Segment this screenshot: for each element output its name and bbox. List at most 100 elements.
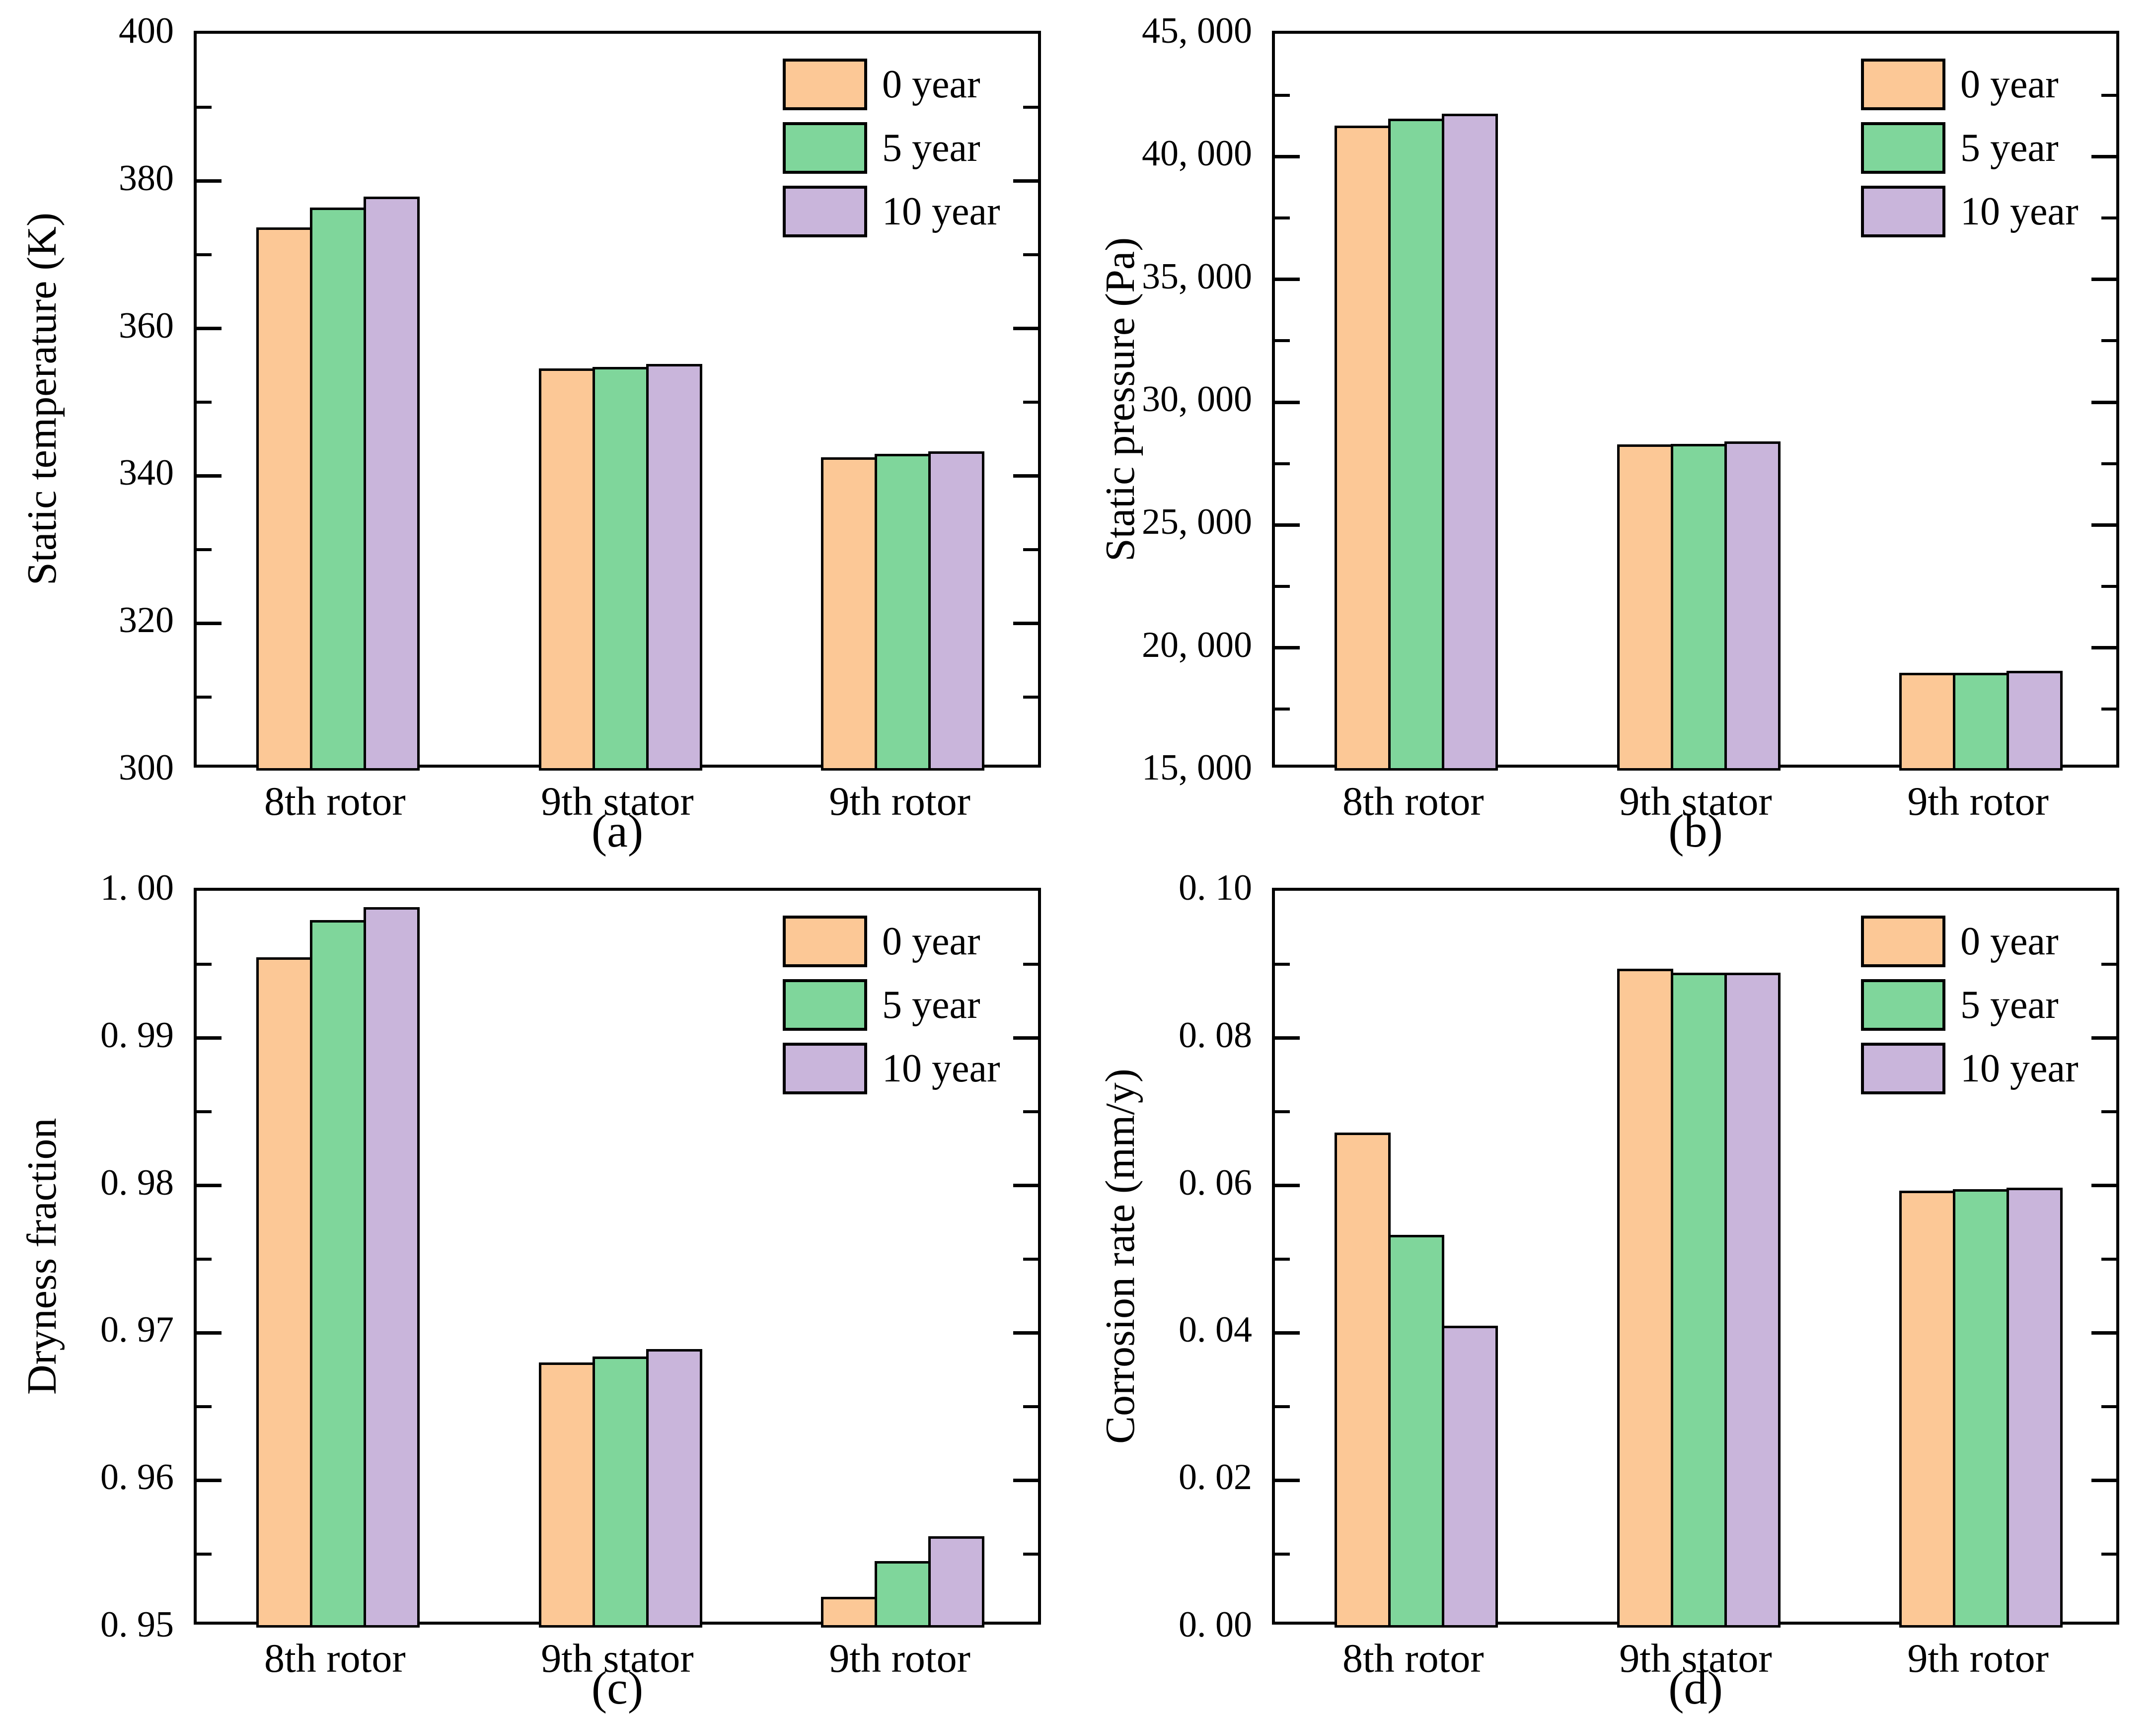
legend-item: 5 year (783, 979, 1000, 1031)
bar (646, 364, 702, 771)
legend-item: 0 year (783, 916, 1000, 967)
tick-mark (1013, 327, 1038, 331)
legend-swatch (783, 186, 867, 237)
legend-swatch (1861, 59, 1945, 110)
bar (1953, 673, 2009, 771)
y-tick-label: 0. 00 (1179, 1604, 1252, 1645)
y-tick-label: 40, 000 (1142, 133, 1252, 174)
minor-tick-mark (2101, 216, 2116, 219)
y-tick-label: 300 (119, 747, 174, 788)
tick-mark (1013, 1478, 1038, 1482)
legend-swatch (783, 979, 867, 1031)
bar (539, 1362, 595, 1628)
bar (1671, 973, 1727, 1628)
minor-tick-mark (197, 695, 212, 699)
minor-tick-mark (1275, 1552, 1290, 1556)
tick-mark (1275, 278, 1300, 282)
tick-mark (1275, 1331, 1300, 1335)
minor-tick-mark (1023, 1110, 1038, 1114)
minor-tick-mark (1275, 93, 1290, 97)
bar (1442, 1326, 1498, 1628)
legend-item: 5 year (783, 122, 1000, 174)
legend-label: 0 year (882, 920, 980, 963)
bar (256, 957, 312, 1628)
legend-item: 10 year (1861, 186, 2079, 237)
x-category-label: 8th rotor (1342, 1636, 1484, 1681)
legend-item: 5 year (1861, 979, 2079, 1031)
tick-mark (197, 474, 222, 478)
tick-mark (1275, 1184, 1300, 1188)
bar (2007, 671, 2063, 771)
tick-mark (1013, 1184, 1038, 1188)
minor-tick-mark (2101, 1405, 2116, 1408)
legend-label: 10 year (1960, 190, 2079, 233)
y-tick-label: 0. 06 (1179, 1162, 1252, 1203)
tick-mark (1013, 1331, 1038, 1335)
minor-tick-mark (1275, 1110, 1290, 1114)
x-category-label: 8th rotor (264, 1636, 406, 1681)
minor-tick-mark (1023, 253, 1038, 257)
bar (593, 367, 649, 771)
tick-mark (1275, 1478, 1300, 1482)
y-tick-label: 30, 000 (1142, 379, 1252, 420)
bar (364, 197, 420, 771)
tick-mark (2091, 278, 2116, 282)
bar (1442, 114, 1498, 771)
legend-label: 10 year (882, 190, 1000, 233)
legend-label: 10 year (1960, 1047, 2079, 1090)
tick-mark (2091, 1036, 2116, 1040)
bar (1724, 441, 1781, 771)
x-category-label: 9th stator (1619, 1636, 1772, 1681)
minor-tick-mark (2101, 1258, 2116, 1261)
minor-tick-mark (1023, 106, 1038, 109)
tick-mark (197, 621, 222, 625)
bar (2007, 1188, 2063, 1628)
legend-label: 5 year (1960, 126, 2059, 170)
legend-swatch (783, 122, 867, 174)
plot-area (194, 31, 1041, 771)
tick-mark (1013, 179, 1038, 183)
panel-c: Dryness fraction 0. 95 0. 96 0. 97 0. 98 0. 9… (0, 857, 1078, 1714)
bar (646, 1349, 702, 1628)
tick-mark (2091, 1478, 2116, 1482)
y-tick-label: 0. 97 (100, 1309, 174, 1351)
bar (875, 454, 931, 771)
tick-mark (1275, 400, 1300, 404)
legend-swatch (1861, 1043, 1945, 1094)
y-axis-label: Static temperature (K) (19, 213, 65, 586)
minor-tick-mark (1275, 963, 1290, 966)
minor-tick-mark (2101, 585, 2116, 588)
tick-mark (197, 1478, 222, 1482)
bar (1899, 1191, 1955, 1628)
legend-item: 0 year (1861, 59, 2079, 110)
minor-tick-mark (1023, 695, 1038, 699)
minor-tick-mark (1023, 1552, 1038, 1556)
panel-d: Corrosion rate (mm/y) 0. 00 0. 02 0. 04 0. 0… (1078, 857, 2156, 1714)
minor-tick-mark (197, 106, 212, 109)
y-tick-label: 15, 000 (1142, 747, 1252, 788)
minor-tick-mark (2101, 462, 2116, 465)
y-tick-label: 20, 000 (1142, 624, 1252, 665)
minor-tick-mark (1275, 462, 1290, 465)
legend-label: 5 year (1960, 983, 2059, 1027)
y-tick-label: 25, 000 (1142, 501, 1252, 543)
y-tick-label: 1. 00 (100, 867, 174, 908)
legend-item: 10 year (1861, 1043, 2079, 1094)
x-category-label: 8th rotor (1342, 779, 1484, 824)
y-tick-label: 320 (119, 600, 174, 641)
minor-tick-mark (2101, 93, 2116, 97)
y-tick-label: 0. 02 (1179, 1457, 1252, 1498)
bar (1388, 119, 1444, 771)
tick-mark (2091, 1184, 2116, 1188)
tick-mark (197, 1184, 222, 1188)
minor-tick-mark (1023, 963, 1038, 966)
tick-mark (197, 1036, 222, 1040)
bar (821, 457, 877, 771)
legend-item: 0 year (1861, 916, 2079, 967)
minor-tick-mark (197, 253, 212, 257)
panel-caption: (c) (591, 1662, 644, 1714)
y-tick-label: 0. 98 (100, 1162, 174, 1203)
bar (1335, 1133, 1391, 1628)
tick-mark (1013, 621, 1038, 625)
